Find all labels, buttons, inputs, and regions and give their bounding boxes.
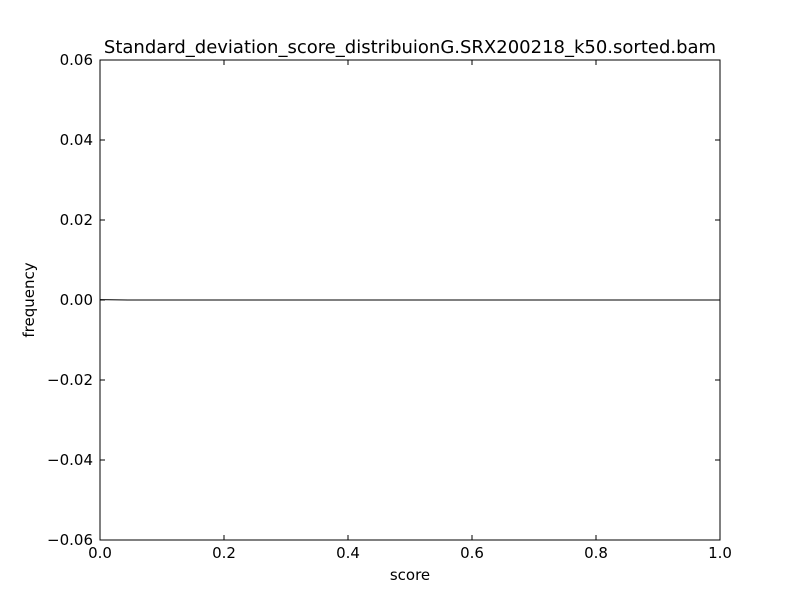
y-tick-label: 0.06 [60, 51, 93, 69]
x-axis-label: score [390, 566, 430, 584]
x-tick-label: 0.6 [460, 544, 484, 562]
x-tick-label: 0.2 [212, 544, 236, 562]
x-tick-label: 0.4 [336, 544, 360, 562]
y-tick-label: 0.00 [60, 291, 93, 309]
x-tick-label: 1.0 [708, 544, 732, 562]
y-tick-label: −0.04 [47, 451, 93, 469]
y-tick-label: 0.02 [60, 211, 93, 229]
y-tick-label: −0.02 [47, 371, 93, 389]
y-axis-label: frequency [20, 262, 38, 337]
x-tick-label: 0.0 [88, 544, 112, 562]
plot-frame [99, 59, 721, 541]
chart-title: Standard_deviation_score_distribuionG.SR… [104, 37, 716, 58]
y-tick-label: −0.06 [47, 531, 93, 549]
y-tick-label: 0.04 [60, 131, 93, 149]
ticks-layer: 0.0 0.2 0.4 0.6 0.8 1.0 0.06 0.04 0.02 0.00 −0.02 −… [47, 51, 732, 562]
x-tick-label: 0.8 [584, 544, 608, 562]
